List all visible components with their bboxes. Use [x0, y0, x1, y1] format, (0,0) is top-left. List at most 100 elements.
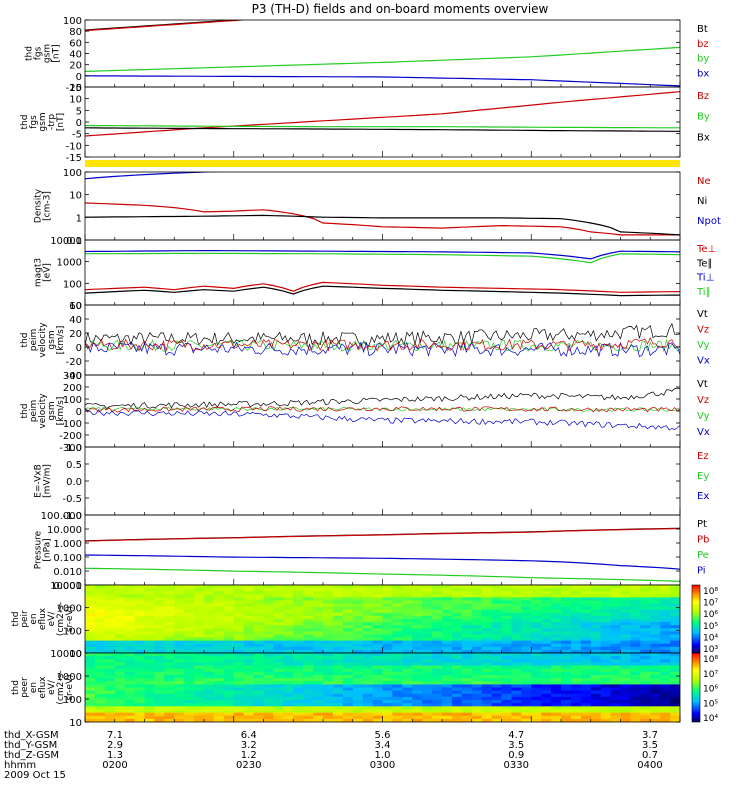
- colorbar-tick: 10⁵: [703, 622, 718, 632]
- ylabel-pressure: Pressure[nPa]: [34, 530, 53, 569]
- legend-peim_velocity-Vy: Vy: [697, 340, 710, 351]
- ytick-efield: -1.0: [62, 511, 82, 522]
- series-density-Ne: [85, 202, 680, 236]
- legend-fgs-Bt: Bt: [697, 24, 708, 35]
- ylabel-ion_spectrogram: thdpeirenefluxeV/(cm2-s-sr-eV): [11, 602, 75, 636]
- colorbar-tick: 10³: [703, 645, 718, 655]
- colorbar-ion_spectrogram: [691, 584, 701, 654]
- footer-value-y: 3.4: [375, 740, 391, 751]
- panel-density: Ne Ni Npot 100 10 1 0.1 Density[cm-3]: [34, 168, 721, 247]
- footer-row-label: hhmm: [4, 760, 36, 771]
- ytick-electron_spectrogram: 100: [63, 695, 82, 706]
- ytick-peim_velocity: 0: [76, 343, 82, 354]
- footer-value-x: 7.1: [107, 730, 123, 741]
- legend-pressure-Pi: Pi: [697, 566, 706, 577]
- ytick-efield: 0.5: [66, 460, 82, 471]
- legend-temperature-Te⊥: Te⊥: [696, 244, 716, 255]
- legend-peir_velocity-Vy: Vy: [697, 411, 710, 422]
- legend-temperature-Ti⊥: Ti⊥: [696, 273, 714, 284]
- ytick-electron_spectrogram: 10: [69, 718, 82, 729]
- legend-fgs_dtr-By: By: [697, 112, 710, 123]
- ytick-pressure: 100.000: [41, 511, 82, 522]
- ytick-peim_velocity: -20: [66, 357, 82, 368]
- footer-row-label: thd_X-GSM: [4, 730, 59, 741]
- ytick-density: 10: [69, 191, 82, 202]
- ytick-fgs_dtr: -15: [66, 153, 82, 164]
- footer-value-x: 6.4: [241, 730, 257, 741]
- series-fgs-by: [85, 46, 680, 72]
- ytick-peir_velocity: -300: [59, 443, 82, 454]
- ytick-peir_velocity: 300: [63, 371, 82, 382]
- footer-value-y: 3.5: [508, 740, 524, 751]
- ylabel-efield: E=-VxB[mV/m]: [34, 464, 53, 498]
- footer-value-z: 0.9: [508, 750, 524, 761]
- ytick-pressure: 0.100: [53, 553, 82, 564]
- footer-value-y: 3.2: [241, 740, 257, 751]
- ytick-electron_spectrogram: 1000: [57, 672, 82, 683]
- legend-density-Ni: Ni: [697, 196, 707, 207]
- ytick-electron_spectrogram: 10000: [50, 649, 82, 660]
- ytick-peir_velocity: 100: [63, 395, 82, 406]
- ytick-pressure: 10.000: [47, 525, 82, 536]
- ytick-pressure: 1.000: [53, 539, 82, 550]
- legend-fgs-bz: bz: [697, 39, 709, 50]
- legend-fgs-by: by: [697, 54, 709, 65]
- ytick-ion_spectrogram: 1000: [57, 604, 82, 615]
- series-temperature-Ti⊥: [85, 250, 680, 260]
- legend-fgs_dtr-Bx: Bx: [697, 132, 710, 143]
- series-peir_velocity-Vx: [85, 408, 680, 431]
- ytick-fgs: 100: [63, 16, 82, 27]
- legend-fgs_dtr-Bz: Bz: [697, 91, 709, 102]
- legend-efield-Ex: Ex: [697, 491, 709, 502]
- legend-peir_velocity-Vt: Vt: [697, 379, 708, 390]
- ytick-fgs_dtr: 0: [76, 118, 82, 129]
- footer-value-t: 0330: [504, 760, 529, 771]
- series-density-Ni: [85, 214, 680, 236]
- ytick-peim_velocity: 20: [69, 329, 82, 340]
- ytick-density: 100: [63, 168, 82, 179]
- ytick-fgs_dtr: -10: [66, 141, 82, 152]
- ytick-fgs: 60: [69, 38, 82, 49]
- ytick-efield: -0.5: [62, 494, 82, 505]
- legend-peim_velocity-Vx: Vx: [697, 356, 710, 367]
- ylabel-fgs: thdfgsgsm[nT]: [25, 44, 62, 63]
- ytick-fgs_dtr: -5: [72, 130, 82, 141]
- legend-density-Ne: Ne: [697, 176, 711, 187]
- ytick-peim_velocity: -40: [66, 371, 82, 382]
- legend-peir_velocity-Vx: Vx: [697, 427, 710, 438]
- ytick-efield: 1.0: [66, 443, 82, 454]
- ytick-temperature: 1000: [57, 258, 82, 269]
- footer-value-z: 0.7: [642, 750, 658, 761]
- footer-value-y: 3.5: [642, 740, 658, 751]
- ytick-peir_velocity: 200: [63, 383, 82, 394]
- legend-density-Npot: Npot: [697, 216, 721, 227]
- legend-temperature-Te∥: Te∥: [696, 258, 713, 269]
- legend-peim_velocity-Vz: Vz: [697, 325, 709, 336]
- series-fgs_dtr-By: [85, 124, 680, 129]
- ytick-peir_velocity: -200: [59, 431, 82, 442]
- ytick-peir_velocity: 0: [76, 407, 82, 418]
- legend-efield-Ez: Ez: [697, 451, 709, 462]
- series-peir_velocity-Vt: [85, 387, 680, 409]
- colorbar-tick: 10⁶: [703, 610, 718, 620]
- series-peim_velocity-Vx: [85, 341, 680, 358]
- series-fgs-bx: [85, 75, 680, 87]
- series-peim_velocity-Vt: [85, 322, 680, 347]
- ytick-fgs: -20: [66, 83, 82, 94]
- colorbar-tick: 10⁵: [703, 699, 718, 709]
- ylabel-peir_velocity: thdpeimvelocitygsm[km/s]: [20, 393, 66, 429]
- ytick-efield: 0.0: [66, 477, 82, 488]
- ytick-fgs: 20: [69, 61, 82, 72]
- ytick-fgs_dtr: 15: [69, 83, 82, 94]
- footer-value-y: 2.9: [107, 740, 123, 751]
- series-temperature-Ti∥: [85, 252, 680, 264]
- ytick-temperature: 10: [69, 301, 82, 312]
- ytick-pressure: 0.010: [53, 567, 82, 578]
- legend-fgs-bx: bx: [697, 68, 709, 79]
